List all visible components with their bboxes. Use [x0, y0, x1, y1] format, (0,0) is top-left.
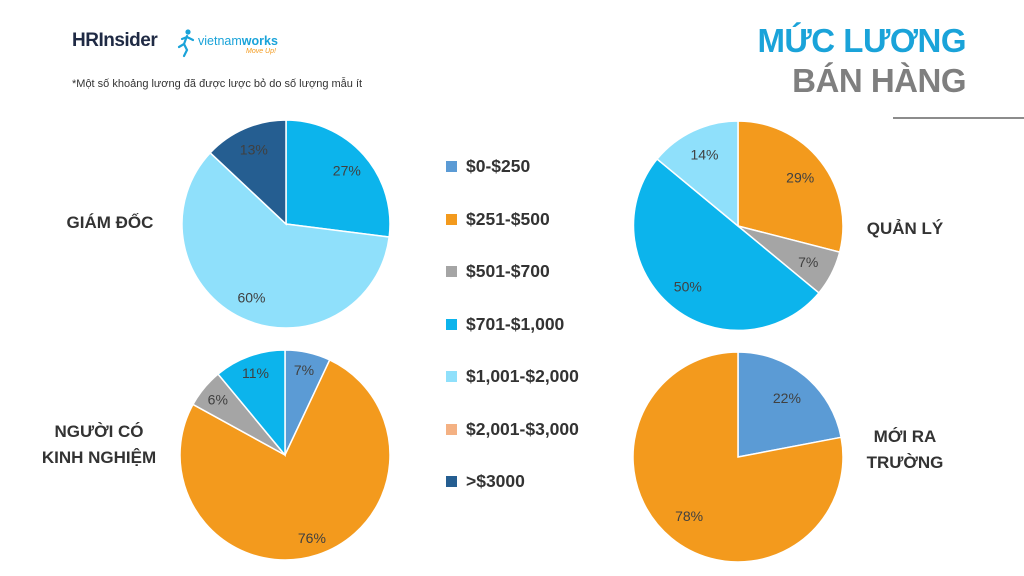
- legend-swatch: [446, 266, 457, 277]
- pie-data-label: 76%: [298, 530, 326, 546]
- legend-label: $251-$500: [466, 208, 550, 229]
- pie-data-label: 22%: [773, 390, 801, 406]
- pie-label-moi-ra-truong: MỚI RA TRƯỜNG: [866, 427, 944, 472]
- logo-hr-text: HR: [72, 30, 99, 51]
- pie-data-label: 60%: [237, 289, 265, 305]
- pie-data-label: 14%: [690, 147, 718, 163]
- pie-label-giam-doc: GIÁM ĐỐC: [66, 213, 154, 232]
- legend-label: $2,001-$3,000: [466, 418, 579, 439]
- vietnamworks-wordmark: vietnamworks: [198, 34, 278, 48]
- footnote: *Một số khoảng lương đã được lược bỏ do …: [72, 78, 363, 90]
- title-divider: [893, 117, 1024, 119]
- vietnamworks-logo: vietnamworks Move Up!: [176, 28, 316, 58]
- logo-vnw-b: works: [241, 34, 278, 48]
- page-title-line2: BÁN HÀNG: [792, 62, 966, 99]
- pie-data-label: 50%: [674, 279, 702, 295]
- pie-chart: 27% 60% 13%: [181, 119, 391, 329]
- pie-slice: [181, 151, 391, 329]
- pie-chart: 22% 78%: [632, 351, 844, 563]
- pie-chart: 7% 76% 6% 11%: [179, 349, 391, 561]
- legend-swatch: [446, 213, 457, 225]
- pie-data-label: 7%: [798, 254, 818, 270]
- pie-data-label: 7%: [294, 362, 314, 378]
- legend-label: $501-$700: [466, 261, 550, 281]
- legend-label: $1,001-$2,000: [466, 366, 579, 386]
- pie-data-label: 78%: [675, 508, 703, 524]
- pie-data-label: 11%: [242, 365, 269, 381]
- pie-slice: [179, 358, 391, 561]
- logo-vnw-a: vietnam: [198, 34, 242, 48]
- pie-label-nguoi-co-kinh-nghiem: NGƯỜI CÓ KINH NGHIỆM: [41, 422, 157, 467]
- legend-label: $0-$250: [466, 156, 531, 176]
- legend-swatch: [446, 423, 457, 435]
- pie-slice: [656, 120, 739, 228]
- pie-slice: [737, 120, 844, 254]
- pie-slice: [209, 119, 287, 226]
- pie-slice: [632, 158, 820, 332]
- pie-data-label: 13%: [240, 142, 268, 158]
- pie-slice: [737, 351, 843, 458]
- pie-data-label: 6%: [208, 391, 228, 407]
- legend-label: >$3000: [466, 471, 525, 491]
- legend-label: $701-$1,000: [466, 313, 565, 334]
- pie-label-quan-ly: QUẢN LÝ: [866, 219, 944, 238]
- page-title-line1: MỨC LƯƠNG: [757, 22, 966, 59]
- pie-slice: [285, 119, 391, 238]
- legend-swatch: [446, 476, 457, 487]
- legend-swatch: [446, 161, 457, 172]
- legend-swatch: [446, 371, 457, 382]
- running-figure-icon: [177, 29, 195, 58]
- pie-data-label: 29%: [786, 170, 814, 186]
- pie-slice: [217, 349, 286, 458]
- vietnamworks-tagline: Move Up!: [246, 48, 276, 55]
- pie-data-label: 27%: [333, 162, 361, 178]
- hrinsider-wordmark: HRInsider: [72, 30, 158, 52]
- legend-swatch: [446, 318, 457, 330]
- pie-chart: 29% 7% 50% 14%: [632, 120, 844, 332]
- pie-slice: [632, 351, 844, 563]
- logo-insider-text: Insider: [98, 30, 158, 51]
